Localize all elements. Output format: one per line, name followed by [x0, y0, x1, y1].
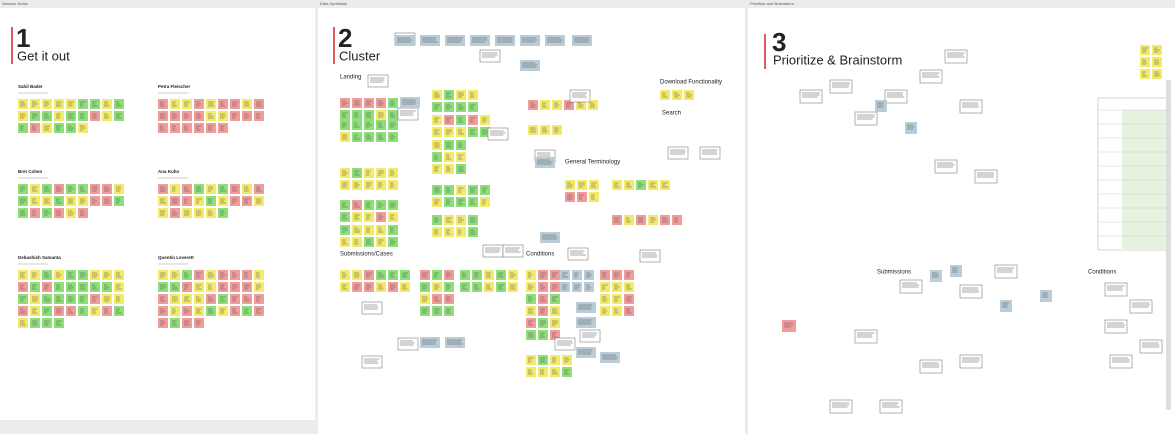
- group-heading: Download Functionality: [660, 80, 722, 86]
- sticky-note: [944, 49, 968, 64]
- sticky-note: [829, 399, 853, 414]
- sticky-note: [420, 35, 440, 46]
- sticky-note: [445, 337, 465, 348]
- group-heading: Conditions: [1088, 270, 1116, 276]
- sticky-note: [361, 301, 383, 315]
- person-name: Petra Fleischer: [158, 84, 191, 89]
- sticky-note: [919, 69, 943, 84]
- sticky-note: [395, 35, 415, 46]
- person-name: Quentin Leverett: [158, 255, 194, 260]
- step-title: Cluster: [339, 48, 381, 63]
- step-number: 3: [772, 27, 786, 57]
- sticky-note: [974, 169, 998, 184]
- sticky-note: [540, 232, 560, 243]
- sticky-note: [899, 279, 923, 294]
- sticky-note: [545, 35, 565, 46]
- sticky-note: [994, 264, 1018, 279]
- sticky-note: [569, 89, 591, 103]
- sticky-note: [699, 146, 721, 160]
- sticky-note: [667, 146, 689, 160]
- sticky-note: [397, 107, 419, 121]
- group-heading: Landing: [340, 75, 361, 81]
- sticky-note: [479, 49, 501, 63]
- step-number: 1: [16, 23, 30, 53]
- sticky-note: [950, 265, 962, 277]
- sticky-note: [579, 329, 601, 343]
- sticky-note: [400, 97, 420, 108]
- sticky-note: [959, 354, 983, 369]
- sticky-note: [1109, 354, 1133, 369]
- person-name: Bret Cohen: [18, 169, 43, 174]
- sticky-note: [799, 89, 823, 104]
- group-heading: Conditions: [526, 252, 554, 258]
- sticky-note: [520, 60, 540, 71]
- accent: [764, 34, 766, 69]
- sticky-note: [854, 111, 878, 126]
- accent: [333, 27, 335, 64]
- sticky-note: [397, 337, 419, 351]
- sticky-note: [934, 159, 958, 174]
- sticky-note: [576, 317, 596, 328]
- sticky-note: [1139, 339, 1163, 354]
- sticky-note: [782, 320, 796, 332]
- sticky-note: [854, 329, 878, 344]
- sticky-note: [487, 127, 509, 141]
- sticky-note: [829, 79, 853, 94]
- sticky-note: [576, 347, 596, 358]
- sticky-note: [959, 99, 983, 114]
- sticky-note: [572, 35, 592, 46]
- sticky-note: [959, 284, 983, 299]
- scrollbar: [1166, 80, 1171, 410]
- frame-label: Prioritize and Brainstorm: [750, 1, 794, 6]
- sticky-note: [567, 247, 589, 261]
- step-title: Get it out: [17, 48, 70, 63]
- sticky-note: [919, 359, 943, 374]
- sticky-note: [930, 270, 942, 282]
- sticky-note: [1000, 300, 1012, 312]
- group-heading: Search: [662, 111, 681, 117]
- sticky-note: [875, 100, 887, 112]
- step-title: Prioritize & Brainstorm: [773, 52, 902, 67]
- sticky-note: [1129, 299, 1153, 314]
- sticky-note: [884, 89, 908, 104]
- sticky-note: [905, 122, 917, 134]
- accent: [11, 27, 13, 64]
- sticky-note: [1104, 319, 1128, 334]
- group-heading: General Terminology: [565, 160, 620, 166]
- group-heading: Submissions/Cases: [340, 252, 393, 258]
- person-name: Ana Kuhn: [158, 169, 179, 174]
- sticky-note: [520, 35, 540, 46]
- sticky-note: [1104, 282, 1128, 297]
- sticky-note: [879, 399, 903, 414]
- group-heading: Submissions: [877, 270, 911, 276]
- step-number: 2: [338, 23, 352, 53]
- sticky-note: [535, 157, 555, 168]
- sticky-note: [482, 244, 504, 258]
- sticky-note: [445, 35, 465, 46]
- sticky-note: [600, 352, 620, 363]
- frame-label: Session Notes: [2, 1, 28, 6]
- person-name: Debashish Samanta: [18, 255, 61, 260]
- frame-label: Data Synthesis: [320, 1, 347, 6]
- sticky-note: [420, 337, 440, 348]
- sticky-note: [1040, 290, 1052, 302]
- sticky-note: [554, 337, 576, 351]
- sticky-note: [502, 244, 524, 258]
- sticky-note: [639, 249, 661, 263]
- sticky-note: [361, 355, 383, 369]
- sticky-note: [495, 35, 515, 46]
- sticky-note: [576, 302, 596, 313]
- sticky-note: [470, 35, 490, 46]
- frame: [0, 8, 315, 420]
- sticky-note: [367, 74, 389, 88]
- person-name: Sahil Bader: [18, 84, 43, 89]
